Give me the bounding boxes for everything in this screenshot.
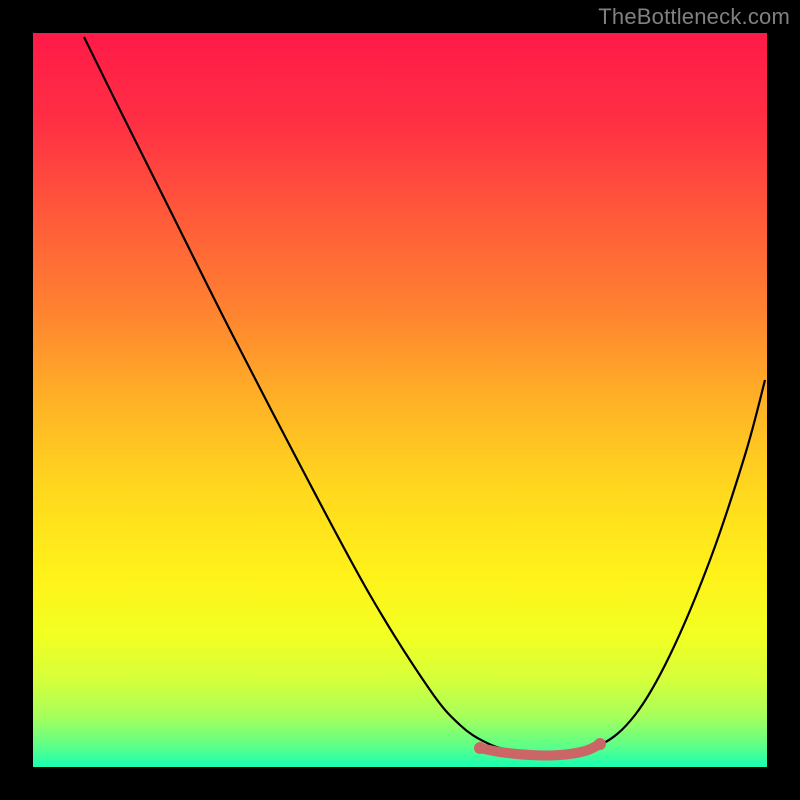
watermark-text: TheBottleneck.com (598, 4, 790, 30)
range-endpoint-dot (474, 742, 486, 754)
range-endpoint-dot (594, 738, 606, 750)
chart-container: TheBottleneck.com (0, 0, 800, 800)
bottleneck-chart (0, 0, 800, 800)
plot-area (33, 33, 767, 767)
